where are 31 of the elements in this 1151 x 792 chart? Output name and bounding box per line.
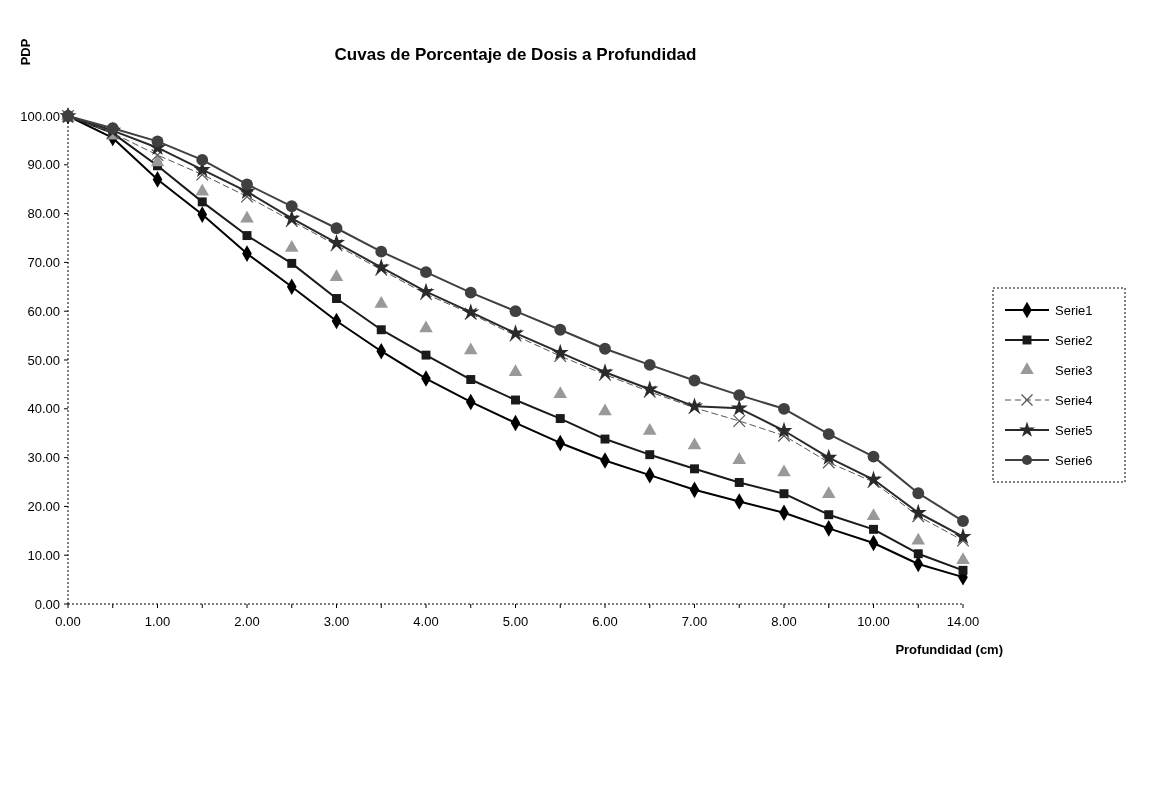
y-tick-label: 100.00 xyxy=(20,108,60,124)
y-tick-label: 90.00 xyxy=(27,157,60,173)
x-axis-title: Profundidad (cm) xyxy=(895,642,1003,657)
y-tick-label: 30.00 xyxy=(27,450,60,466)
legend-label: Serie3 xyxy=(1055,362,1093,378)
x-tick-label: 5.00 xyxy=(502,614,529,629)
x-tick-label: 2.00 xyxy=(234,614,260,629)
y-tick-label: 20.00 xyxy=(27,498,60,514)
x-tick-label: 0.00 xyxy=(55,614,81,629)
y-tick-label: 80.00 xyxy=(27,206,60,222)
legend-label: Serie4 xyxy=(1055,392,1093,408)
legend-label: Serie1 xyxy=(1055,302,1093,318)
legend-label: Serie2 xyxy=(1055,332,1093,348)
x-tick-label: 14.00 xyxy=(946,614,980,629)
x-tick-label: 1.00 xyxy=(144,614,171,629)
y-tick-label: 10.00 xyxy=(27,547,60,563)
x-tick-label: 8.00 xyxy=(771,614,797,629)
y-tick-label: 40.00 xyxy=(27,401,60,417)
chart-title: Cuvas de Porcentaje de Dosis a Profundidad xyxy=(334,45,697,64)
x-tick-label: 3.00 xyxy=(323,614,350,629)
y-tick-label: 60.00 xyxy=(27,303,60,319)
x-tick-label: 10.00 xyxy=(857,614,890,629)
y-tick-label: 70.00 xyxy=(27,254,60,270)
y-tick-label: 0.00 xyxy=(34,596,60,612)
legend-label: Serie5 xyxy=(1055,422,1093,438)
y-tick-label: 50.00 xyxy=(27,352,60,368)
x-tick-label: 6.00 xyxy=(592,614,618,629)
x-tick-label: 4.00 xyxy=(413,614,439,629)
y-axis-title: PDP xyxy=(18,38,33,66)
x-tick-label: 7.00 xyxy=(681,614,708,629)
legend-label: Serie6 xyxy=(1055,452,1093,468)
